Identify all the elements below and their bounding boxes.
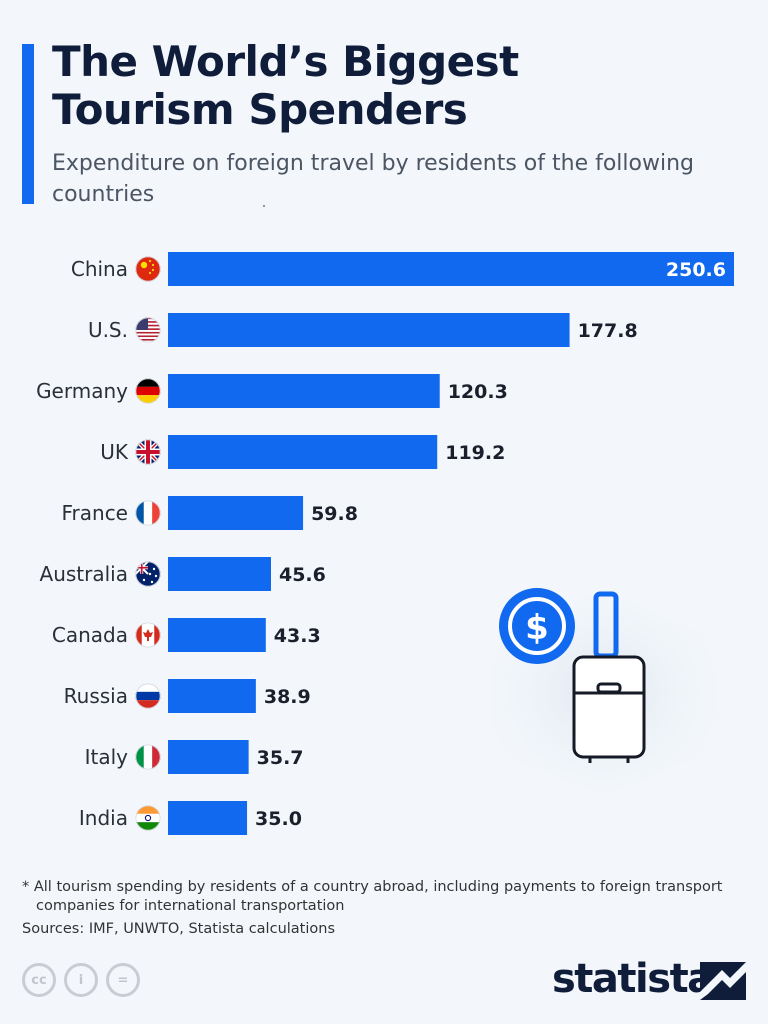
subtitle: Expenditure on foreign travel by residen…: [52, 151, 694, 207]
value-label: 35.0: [255, 808, 302, 830]
flag-germany-icon: [135, 378, 161, 404]
category-label: Australia: [40, 562, 128, 586]
value-label: 120.3: [448, 381, 508, 403]
flag-italy-icon: [135, 744, 161, 770]
category-label: U.S.: [88, 318, 128, 342]
value-label: 35.7: [257, 747, 304, 769]
flag-canada-icon: [135, 622, 161, 648]
value-label: 45.6: [279, 564, 326, 586]
sources: Sources: IMF, UNWTO, Statista calculatio…: [22, 921, 335, 937]
bar-chart: China 250.6 U.S. 177.8 Germany 120.3 UK 119.2 Fr…: [36, 252, 734, 835]
flag-france-icon: [135, 500, 161, 526]
flag-india-icon: [135, 805, 161, 831]
value-label: 59.8: [311, 503, 358, 525]
category-label: France: [61, 501, 128, 525]
flag-us-icon: [135, 317, 161, 343]
bar-china: [168, 252, 734, 286]
value-label: 250.6: [666, 259, 726, 281]
footnote-line-2: companies for international transportati…: [36, 898, 345, 914]
title-accent-bar: [22, 44, 34, 204]
value-label: 119.2: [445, 442, 505, 464]
dollar-coin-icon: $: [499, 588, 575, 664]
bar-uk: [168, 435, 438, 469]
bar-italy: [168, 740, 249, 774]
footnote: * All tourism spending by residents of a…: [22, 878, 752, 916]
bar-us: [168, 313, 570, 347]
title-line-2: Tourism Spenders: [52, 85, 468, 134]
flag-china-icon: [135, 256, 161, 282]
bar-canada: [168, 618, 266, 652]
value-label: 177.8: [578, 320, 638, 342]
value-label: 43.3: [274, 625, 321, 647]
category-label: Germany: [36, 379, 128, 403]
attribution-icon[interactable]: i: [64, 963, 98, 997]
suitcase-illustration: $: [490, 588, 716, 795]
bar-germany: [168, 374, 440, 408]
flag-uk-icon: [135, 439, 161, 465]
category-label: Canada: [52, 623, 128, 647]
cc-icon[interactable]: cc: [22, 963, 56, 997]
category-label: UK: [100, 440, 129, 464]
dollar-sign: $: [525, 608, 549, 648]
bar-russia: [168, 679, 256, 713]
bar-france: [168, 496, 304, 530]
statista-logo-text[interactable]: statista: [552, 956, 714, 1002]
flag-australia-icon: [135, 561, 161, 587]
page-title: The World’s Biggest Tourism Spenders: [52, 38, 742, 134]
bar-india: [168, 801, 248, 835]
value-label: 38.9: [264, 686, 311, 708]
suitcase-icon: [572, 591, 646, 763]
no-derivatives-icon[interactable]: =: [106, 963, 140, 997]
license-icons[interactable]: cc i =: [22, 963, 140, 997]
category-label: India: [79, 806, 128, 830]
flag-russia-icon: [135, 683, 161, 709]
category-label: Russia: [64, 684, 128, 708]
title-line-1: The World’s Biggest: [52, 37, 519, 86]
footnote-line-1: * All tourism spending by residents of a…: [22, 879, 723, 895]
bar-australia: [168, 557, 271, 591]
category-label: Italy: [85, 745, 129, 769]
statista-logo-icon[interactable]: [700, 962, 746, 1000]
category-label: China: [71, 257, 128, 281]
stray-dot: [263, 205, 265, 207]
